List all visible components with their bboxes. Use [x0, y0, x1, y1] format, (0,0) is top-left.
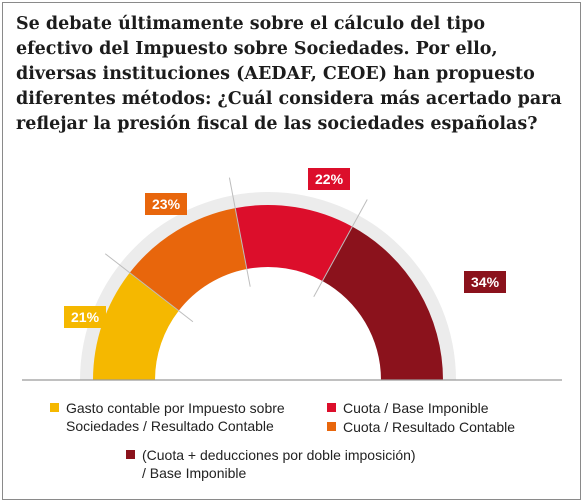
value-label-23: 23% — [145, 193, 188, 215]
legend-label-line2: Sociedades / Resultado Contable — [66, 418, 274, 434]
legend-item-cuota-resultado-contable: Cuota / Resultado Contable — [327, 418, 567, 438]
slice-34 — [322, 226, 443, 380]
legend-swatch — [327, 403, 336, 412]
legend-swatch — [126, 450, 135, 459]
value-label-34: 34% — [464, 271, 507, 293]
slice-divider-1 — [104, 253, 194, 323]
legend-swatch — [327, 422, 336, 431]
legend-item-gasto-contable: Gasto contable por Impuesto sobre Socied… — [50, 399, 320, 439]
legend-item-cuota-deducciones: (Cuota + deducciones por doble imposició… — [126, 446, 456, 486]
slice-21 — [93, 272, 179, 380]
figure-frame — [2, 2, 581, 500]
legend-label: Cuota / Base Imponible — [343, 400, 489, 416]
legend-label-line1: Gasto contable por Impuesto sobre — [66, 400, 285, 416]
legend-label-line2: / Base Imponible — [142, 465, 247, 481]
value-label-22: 22% — [308, 168, 351, 190]
slice-divider-2 — [228, 177, 251, 287]
legend-swatch — [50, 403, 59, 412]
legend-label: Cuota / Resultado Contable — [343, 419, 515, 435]
legend-label-line1: (Cuota + deducciones por doble imposició… — [142, 447, 416, 463]
slice-23 — [129, 208, 247, 311]
survey-question: Se debate últimamente sobre el cálculo d… — [16, 14, 562, 134]
slice-22 — [235, 205, 353, 281]
value-label-21: 21% — [64, 306, 107, 328]
slice-divider-3 — [313, 199, 368, 297]
legend-item-cuota-base-imponible: Cuota / Base Imponible — [327, 399, 567, 419]
